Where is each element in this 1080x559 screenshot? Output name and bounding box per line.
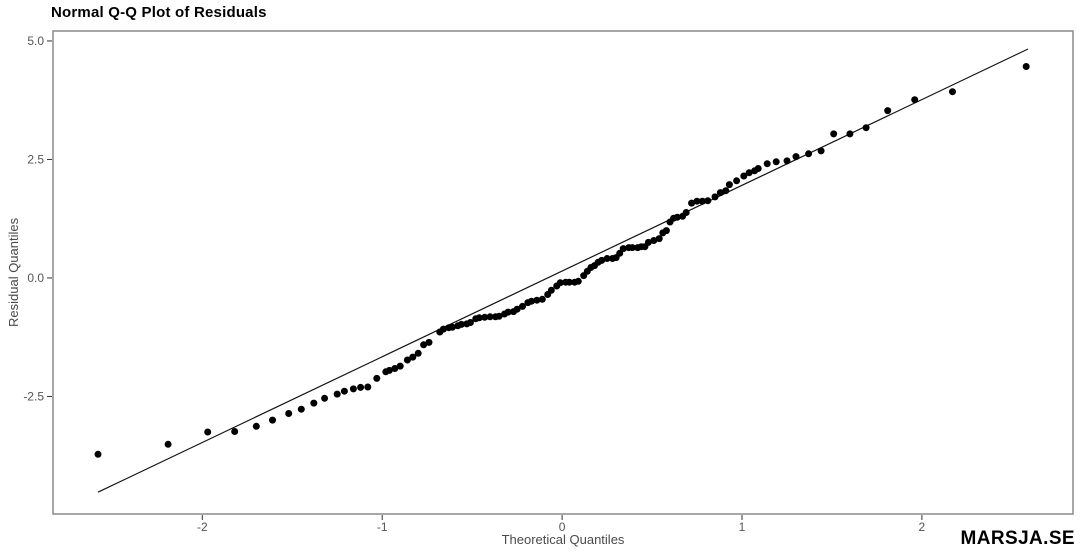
qq-point [619, 245, 627, 253]
x-tick-label: 2 [919, 520, 926, 534]
qq-point [783, 157, 791, 165]
qq-point [565, 278, 573, 286]
qq-point [725, 181, 733, 189]
qq-reference-line [97, 48, 1029, 493]
qq-point [533, 296, 541, 304]
qq-point [862, 124, 870, 132]
x-tick-label: -2 [197, 520, 208, 534]
qq-point [425, 338, 433, 346]
x-tick-label: 1 [739, 520, 746, 534]
qq-point [486, 313, 494, 321]
qq-point [164, 440, 172, 448]
qq-point [830, 130, 838, 138]
qq-point [688, 199, 696, 207]
qq-point [698, 197, 706, 205]
x-tick-label: 0 [559, 520, 566, 534]
qq-point [231, 428, 239, 435]
qq-point [340, 387, 348, 395]
qq-point [673, 213, 681, 221]
qq-point [310, 399, 318, 407]
x-axis-label: Theoretical Quantiles [501, 532, 625, 547]
qq-point [396, 362, 404, 370]
qq-point [650, 237, 658, 244]
qq-point [711, 193, 719, 201]
qq-point [391, 365, 399, 372]
qq-point [409, 353, 417, 361]
y-tick-label: 0.0 [27, 271, 44, 285]
qq-point [644, 238, 652, 246]
qq-point [704, 197, 712, 205]
qq-point [420, 341, 428, 349]
qq-point [504, 308, 512, 316]
qq-point [297, 405, 305, 413]
qq-point [693, 197, 701, 205]
qq-point [716, 189, 724, 197]
qq-point [722, 187, 730, 195]
qq-point [949, 88, 956, 96]
x-tick-label: -1 [377, 520, 388, 534]
qq-point [373, 374, 381, 382]
y-tick-label: 2.5 [27, 152, 44, 166]
qq-point [94, 450, 102, 458]
qq-point [439, 325, 447, 333]
qq-point [805, 150, 813, 158]
qq-point [740, 172, 748, 180]
qq-point [547, 286, 555, 294]
qq-point [754, 165, 762, 172]
qq-point [662, 227, 670, 235]
qq-point [884, 107, 892, 115]
chart-title: Normal Q-Q Plot of Residuals [51, 4, 267, 21]
qq-point [252, 422, 260, 430]
y-tick-label: -2.5 [23, 389, 44, 403]
qq-point [519, 302, 526, 310]
qq-point [285, 410, 293, 417]
qq-point [357, 383, 365, 391]
qq-point [772, 158, 780, 166]
qq-point [349, 385, 357, 393]
qq-point [481, 313, 489, 321]
qq-point [204, 428, 212, 436]
qq-point [911, 96, 919, 104]
qq-point [655, 235, 663, 243]
qq-point [763, 160, 771, 168]
qq-point [817, 147, 825, 155]
qq-point [528, 297, 535, 305]
panel-border [52, 30, 1074, 515]
qq-point [385, 366, 393, 374]
qq-point [792, 153, 800, 161]
qq-point [846, 130, 854, 138]
qq-point [1022, 63, 1030, 70]
qq-point [745, 169, 753, 177]
qq-point [321, 394, 329, 402]
qq-point [364, 383, 372, 391]
qq-point [598, 256, 606, 264]
qq-point [448, 323, 456, 331]
y-tick-label: 5.0 [27, 34, 44, 48]
qq-point [414, 349, 422, 357]
qq-point [269, 416, 276, 424]
qq-point [682, 209, 690, 216]
qq-point [457, 320, 465, 328]
qq-point [513, 305, 521, 313]
qq-point [556, 279, 564, 287]
qq-point [466, 319, 474, 326]
qq-point [475, 314, 483, 322]
qq-point [628, 244, 636, 252]
qq-point [603, 255, 611, 262]
qq-point [574, 277, 582, 285]
qq-point [733, 177, 741, 185]
qq-point [333, 390, 341, 398]
watermark: MARSJA.SE [960, 528, 1075, 549]
qq-point [403, 356, 411, 364]
qq-point [495, 312, 503, 320]
qq-point [538, 295, 546, 303]
